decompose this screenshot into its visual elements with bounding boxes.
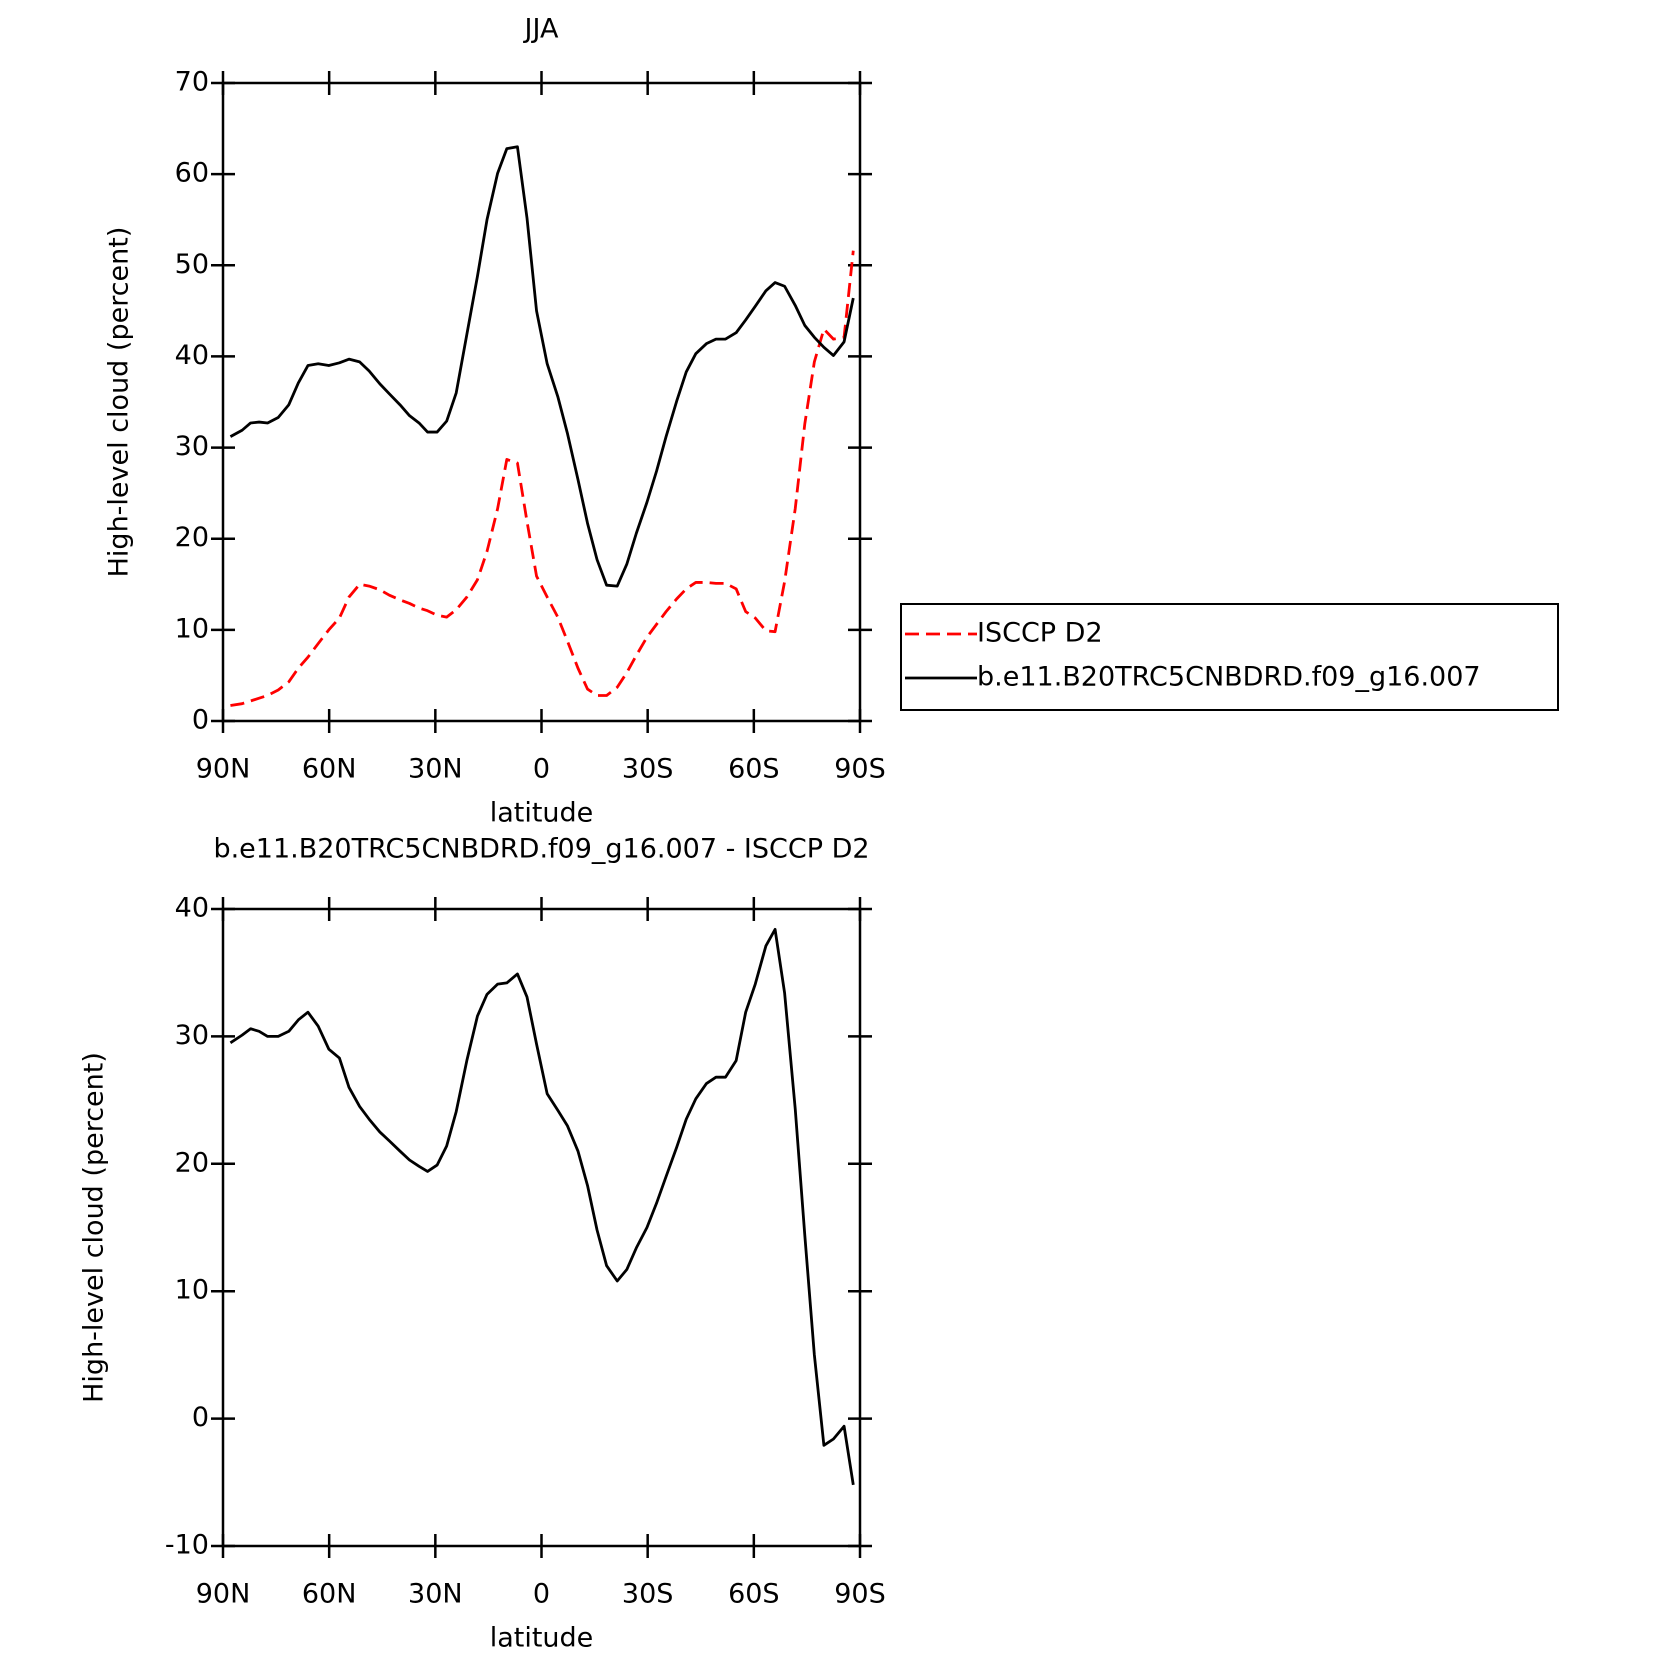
y-axis-label: High-level cloud (percent) xyxy=(79,1052,110,1403)
x-tick-label: 30N xyxy=(408,754,463,785)
x-tick-label: 30S xyxy=(622,754,674,785)
y-tick-label: 20 xyxy=(175,522,209,553)
y-tick-label: 70 xyxy=(175,67,209,98)
x-tick-label: 90S xyxy=(834,1579,886,1610)
plot-frame xyxy=(221,907,862,1548)
x-tick-label: 30N xyxy=(408,1579,463,1610)
x-tick-label: 30S xyxy=(622,1579,674,1610)
plot-frame xyxy=(221,81,862,723)
y-tick-label: 30 xyxy=(175,431,209,462)
x-tick-label: 60N xyxy=(302,1579,357,1610)
legend-box xyxy=(900,603,1559,711)
x-tick-label: 60N xyxy=(302,754,357,785)
y-tick-label: 0 xyxy=(192,1402,209,1433)
x-tick-label: 0 xyxy=(533,754,550,785)
x-tick-label: 90S xyxy=(834,754,886,785)
y-tick-label: 60 xyxy=(175,158,209,189)
x-tick-label: 90N xyxy=(196,754,251,785)
x-tick-label: 0 xyxy=(533,1579,550,1610)
y-tick-label: -10 xyxy=(165,1530,209,1561)
legend-label: ISCCP D2 xyxy=(977,618,1103,649)
y-axis-label: High-level cloud (percent) xyxy=(104,227,135,578)
y-tick-label: 10 xyxy=(175,613,209,644)
y-tick-label: 40 xyxy=(175,340,209,371)
chart-title: JJA xyxy=(523,14,559,45)
data-line xyxy=(229,145,855,588)
x-tick-label: 60S xyxy=(728,754,780,785)
y-tick-label: 40 xyxy=(175,893,209,924)
y-tick-label: 20 xyxy=(175,1147,209,1178)
data-line xyxy=(229,927,855,1486)
x-tick-label: 90N xyxy=(196,1579,251,1610)
x-tick-label: 60S xyxy=(728,1579,780,1610)
legend-label: b.e11.B20TRC5CNBDRD.f09_g16.007 xyxy=(977,662,1481,693)
x-axis-label: latitude xyxy=(490,798,594,829)
chart-title: b.e11.B20TRC5CNBDRD.f09_g16.007 - ISCCP … xyxy=(213,834,869,865)
y-tick-label: 50 xyxy=(175,249,209,280)
y-tick-label: 10 xyxy=(175,1275,209,1306)
y-tick-label: 30 xyxy=(175,1020,209,1051)
y-tick-label: 0 xyxy=(192,705,209,736)
data-line xyxy=(230,250,855,707)
x-axis-label: latitude xyxy=(490,1623,594,1653)
